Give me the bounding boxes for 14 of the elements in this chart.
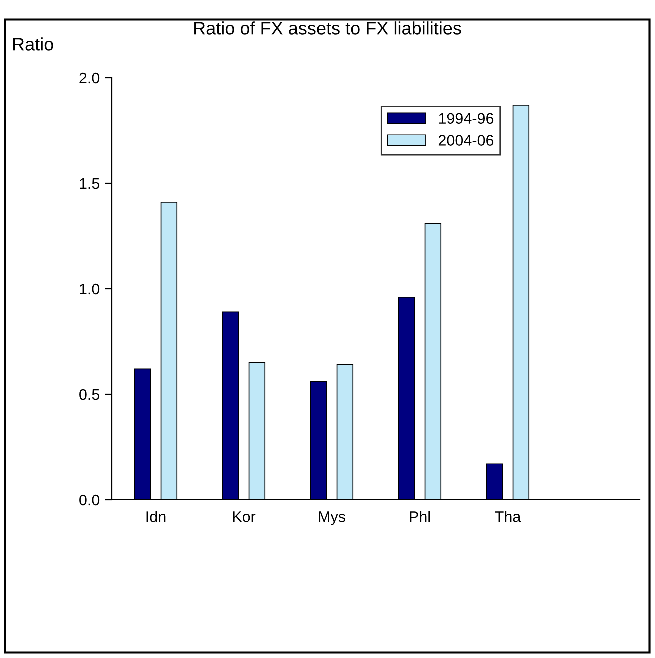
legend-label: 2004-06 — [438, 135, 494, 146]
y-tick-label: 2.0 — [80, 72, 100, 84]
y-tick-label: 1.5 — [80, 178, 100, 190]
y-tick-label: 1.0 — [80, 284, 100, 295]
y-tick-label: 0.5 — [80, 389, 100, 400]
x-tick-label: Idn — [146, 511, 166, 522]
legend-label: 1994-96 — [439, 113, 494, 124]
x-tick-label: Phl — [410, 511, 430, 522]
x-tick-label: Mys — [319, 512, 346, 526]
chart-title: Ratio of FX assets to FX liabilities — [194, 22, 462, 35]
x-tick-label: Kor — [233, 512, 256, 522]
y-axis-title: Ratio — [13, 38, 54, 51]
x-tick-label: Tha — [495, 511, 522, 522]
y-tick-label: 0.0 — [80, 494, 100, 506]
